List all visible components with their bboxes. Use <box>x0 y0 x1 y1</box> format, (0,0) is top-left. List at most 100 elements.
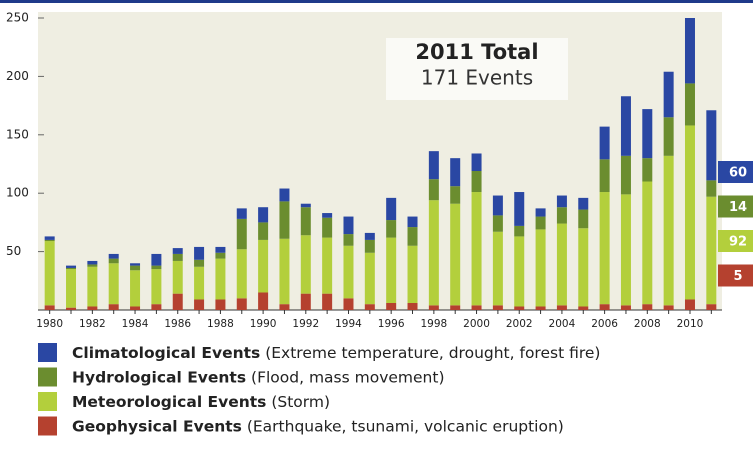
bar-segment <box>172 293 183 310</box>
bar-segment <box>663 117 674 156</box>
bar-segment <box>151 265 162 270</box>
bar-segment <box>130 306 141 310</box>
bar-segment <box>279 188 290 202</box>
y-tick-label: 250 <box>6 11 29 25</box>
bar-segment <box>172 260 183 294</box>
bar-segment <box>535 208 546 217</box>
bar-segment <box>578 197 589 210</box>
bar-segment <box>364 232 375 240</box>
legend-description: (Storm) <box>271 393 330 411</box>
bar-segment <box>492 215 503 232</box>
bar-segment <box>236 218 247 250</box>
bar-segment <box>172 253 183 261</box>
bar-segment <box>108 258 119 264</box>
bar-segment <box>87 264 98 267</box>
x-tick-label: 2000 <box>463 318 490 330</box>
bar-segment <box>578 306 589 310</box>
bar-segment <box>151 269 162 305</box>
legend-label: Geophysical Events (Earthquake, tsunami,… <box>72 417 564 435</box>
bar-segment <box>514 236 525 307</box>
bar-segment <box>108 304 119 310</box>
legend-description: (Earthquake, tsunami, volcanic eruption) <box>247 417 564 435</box>
bar-segment <box>386 302 397 310</box>
bar-segment <box>215 246 226 253</box>
legend-description: (Extreme temperature, drought, forest fi… <box>265 344 600 362</box>
bar-segment <box>492 231 503 306</box>
legend-swatch <box>38 343 57 362</box>
bar-segment <box>87 306 98 310</box>
bar-segment <box>428 305 439 310</box>
bar-segment <box>599 159 610 193</box>
bar-segment <box>322 213 333 218</box>
bar-segment <box>578 228 589 307</box>
bar-segment <box>684 18 695 84</box>
bar-segment <box>343 298 354 310</box>
x-tick-label: 2006 <box>591 318 618 330</box>
bar-segment <box>66 267 77 270</box>
bar-segment <box>130 263 141 266</box>
bar-segment <box>642 158 653 182</box>
x-tick-label: 1996 <box>378 318 405 330</box>
bar-segment <box>386 197 397 221</box>
x-tick-label: 2004 <box>549 318 576 330</box>
bar-segment <box>450 186 461 204</box>
annotation-box <box>386 38 568 100</box>
bar-segment <box>322 293 333 310</box>
bar-segment <box>684 125 695 300</box>
bar-segment <box>599 192 610 305</box>
bar-segment <box>300 203 311 208</box>
bar-segment <box>578 209 589 229</box>
bar-segment <box>215 258 226 300</box>
bar-segment <box>620 194 631 306</box>
bar-segment <box>450 158 461 187</box>
x-tick-label: 1988 <box>207 318 234 330</box>
bar-segment <box>471 305 482 310</box>
value-label: 5 <box>733 269 742 284</box>
bar-segment <box>706 110 717 181</box>
legend-swatch <box>38 367 57 387</box>
bar-segment <box>66 269 77 308</box>
bar-segment <box>87 260 98 265</box>
bar-segment <box>151 253 162 266</box>
bar-segment <box>151 304 162 310</box>
bar-segment <box>706 304 717 310</box>
bar-segment <box>194 246 205 260</box>
bar-segment <box>535 229 546 307</box>
bar-segment <box>556 207 567 224</box>
bar-segment <box>663 71 674 118</box>
bar-segment <box>44 241 55 306</box>
bar-segment <box>514 192 525 226</box>
bar-segment <box>450 305 461 310</box>
bar-segment <box>407 302 418 310</box>
bar-segment <box>428 179 439 201</box>
bar-segment <box>322 217 333 238</box>
bar-segment <box>706 196 717 305</box>
bar-segment <box>642 109 653 159</box>
bar-segment <box>620 155 631 195</box>
bar-segment <box>386 220 397 238</box>
y-tick-label: 100 <box>6 186 29 200</box>
bar-segment <box>663 305 674 310</box>
bar-segment <box>514 225 525 237</box>
bar-segment <box>108 253 119 259</box>
bar-segment <box>556 195 567 208</box>
legend-swatch <box>38 392 57 411</box>
bar-segment <box>599 304 610 310</box>
x-tick-label: 1998 <box>420 318 447 330</box>
y-tick-label: 200 <box>6 69 29 83</box>
bar-segment <box>194 259 205 267</box>
y-tick-label: 50 <box>6 244 21 258</box>
legend-label: Hydrological Events (Flood, mass movemen… <box>72 368 445 386</box>
bar-segment <box>44 239 55 242</box>
bar-segment <box>684 83 695 126</box>
bar-segment <box>66 265 77 268</box>
bar-segment <box>258 292 269 310</box>
legend-description: (Flood, mass movement) <box>251 368 444 386</box>
bar-segment <box>663 155 674 306</box>
bar-segment <box>428 151 439 180</box>
bar-segment <box>620 96 631 156</box>
bar-segment <box>642 304 653 310</box>
bar-segment <box>407 216 418 228</box>
bar-segment <box>44 236 55 240</box>
